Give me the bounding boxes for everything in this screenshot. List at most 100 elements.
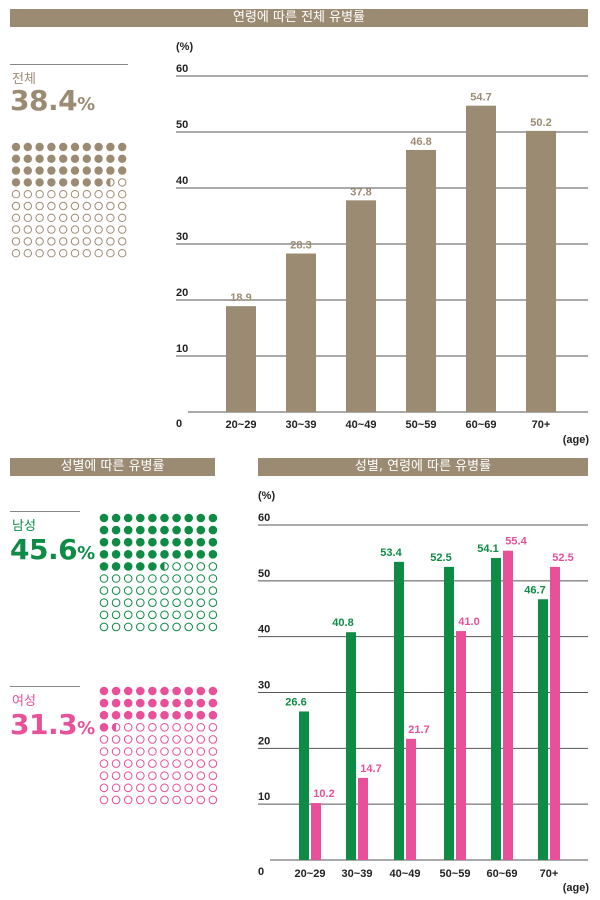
male-dot: [136, 622, 145, 632]
y-tick-label: 30: [258, 680, 270, 692]
male-dot: [111, 574, 121, 583]
total-dot: [35, 237, 44, 246]
female-dot: [123, 686, 133, 696]
total-dot: [47, 201, 56, 211]
male-dot: [148, 586, 157, 595]
male-dot: [148, 574, 157, 583]
male-dot: [136, 586, 145, 595]
total-dot: [11, 237, 21, 246]
female-dot: [208, 686, 218, 696]
total-dot: [106, 201, 115, 211]
female-dot-half: [111, 723, 117, 732]
total-rule: [10, 64, 128, 65]
female-dot: [99, 771, 109, 781]
female-dot: [136, 771, 145, 781]
total-dot: [47, 213, 56, 223]
data-label: 21.7: [408, 724, 429, 736]
data-label: 37.8: [350, 186, 371, 198]
total-value: 38.4%: [10, 84, 95, 117]
female-dot: [136, 698, 145, 708]
female-dot: [196, 686, 206, 696]
total-dot: [94, 154, 103, 163]
total-dot: [11, 201, 21, 211]
y-tick-label: 20: [258, 735, 270, 747]
total-dot: [94, 237, 103, 246]
male-dot: [196, 574, 206, 583]
total-dot: [94, 249, 103, 258]
total-dot: [106, 166, 115, 175]
male-dot: [160, 574, 169, 583]
female-dot: [148, 759, 157, 768]
female-dot: [172, 795, 181, 805]
total-dot: [11, 178, 21, 187]
female-dot: [136, 710, 145, 720]
total-dot: [47, 225, 56, 234]
x-tick-label: 40~49: [390, 868, 421, 880]
male-dot: [208, 525, 218, 535]
total-dot: [59, 225, 68, 234]
bar: [456, 631, 466, 860]
female-dot: [136, 723, 145, 732]
y-tick-label: 0: [176, 418, 182, 430]
male-dot: [196, 622, 206, 632]
bar: [346, 632, 356, 860]
male-dot: [111, 513, 121, 523]
female-dot: [123, 698, 133, 708]
total-dot: [23, 154, 32, 163]
total-dot: [23, 201, 32, 211]
total-dot: [59, 237, 68, 246]
total-dot: [35, 154, 44, 163]
bar: [538, 599, 548, 860]
y-tick-label: 60: [258, 512, 270, 524]
bar: [491, 557, 501, 860]
female-dot: [196, 735, 206, 744]
female-dot: [172, 735, 181, 744]
total-dot: [106, 225, 115, 234]
male-dot: [136, 525, 145, 535]
total-dot: [106, 142, 115, 152]
male-dot: [208, 586, 218, 595]
male-dot: [196, 598, 206, 608]
male-dot: [184, 586, 193, 595]
bar: [311, 803, 321, 860]
male-dot: [184, 574, 193, 583]
male-dot: [148, 525, 157, 535]
female-dot: [148, 735, 157, 744]
total-dot: [94, 225, 103, 234]
total-dot: [23, 178, 32, 187]
total-dot: [59, 166, 68, 175]
total-dot: [118, 225, 127, 234]
male-dot: [148, 610, 157, 620]
total-dot: [118, 190, 127, 199]
female-dot: [184, 759, 193, 768]
female-dot: [196, 795, 206, 805]
total-dot: [59, 178, 68, 187]
female-dot: [172, 783, 181, 793]
male-dot: [99, 598, 109, 608]
male-dot: [196, 525, 206, 535]
data-label: 54.1: [477, 543, 498, 555]
total-dot: [82, 178, 92, 187]
total-dot-half: [106, 178, 111, 187]
female-dot: [208, 747, 218, 756]
female-dot: [123, 795, 133, 805]
female-dot: [184, 686, 193, 696]
total-dot: [70, 237, 80, 246]
x-tick-label: 30~39: [342, 868, 373, 880]
total-dot: [70, 166, 80, 175]
female-dot: [99, 795, 109, 805]
female-dot: [160, 723, 169, 732]
total-dot: [70, 201, 80, 211]
y-tick-label: 40: [258, 624, 270, 636]
male-dot: [196, 550, 206, 559]
total-dot: [118, 201, 127, 211]
male-rule: [10, 511, 80, 512]
x-tick-label: 40~49: [346, 419, 377, 431]
female-dot: [99, 735, 109, 744]
total-dot: [94, 178, 103, 187]
female-dot: [172, 747, 181, 756]
female-dot: [99, 759, 109, 768]
female-dot: [184, 710, 193, 720]
female-dot: [208, 723, 218, 732]
